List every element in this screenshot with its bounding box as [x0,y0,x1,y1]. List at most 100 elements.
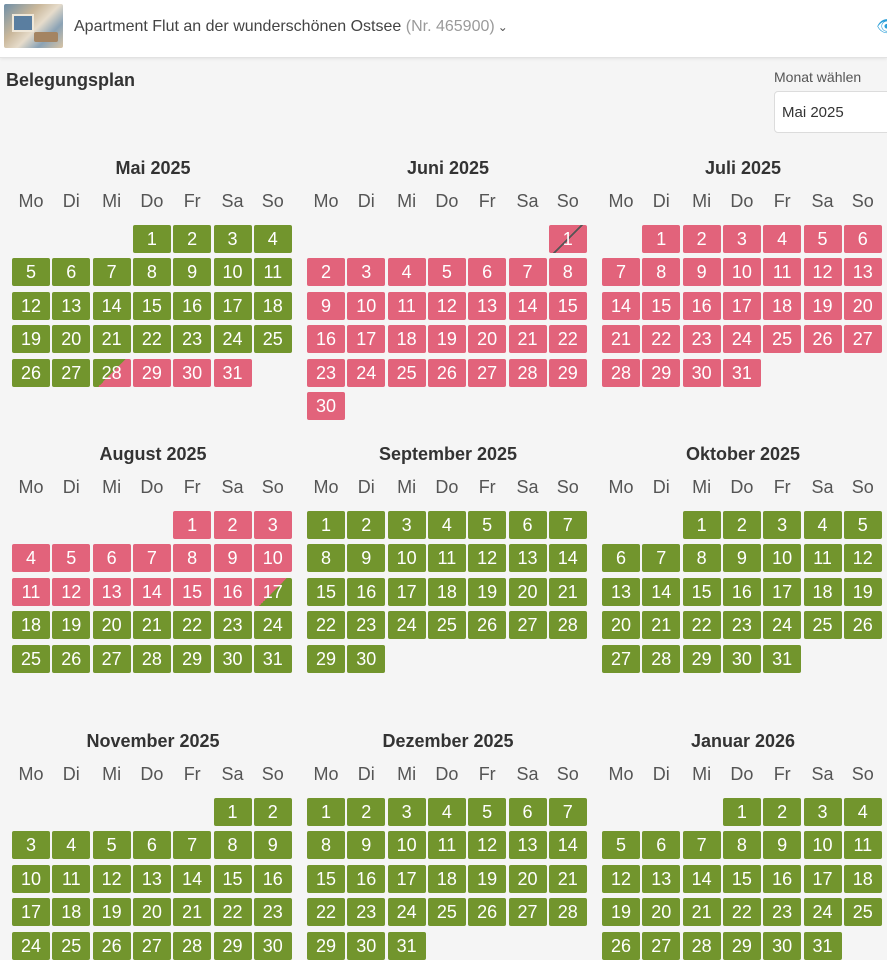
calendar-day[interactable]: 23 [682,325,721,354]
property-thumbnail[interactable] [4,4,63,48]
calendar-day[interactable]: 12 [468,831,507,860]
calendar-day[interactable]: 17 [763,577,802,606]
calendar-day[interactable]: 2 [213,511,252,539]
calendar-day[interactable]: 9 [347,831,386,860]
calendar-day[interactable]: 14 [602,291,640,320]
calendar-day[interactable]: 20 [468,325,507,354]
calendar-day[interactable]: 29 [173,644,212,673]
calendar-day[interactable]: 10 [722,258,761,287]
calendar-day[interactable]: 17 [722,291,761,320]
calendar-day[interactable]: 4 [52,831,91,860]
calendar-day[interactable]: 16 [173,291,212,320]
calendar-day[interactable]: 5 [92,831,131,860]
calendar-day[interactable]: 1 [307,511,345,539]
calendar-day[interactable]: 12 [427,291,466,320]
calendar-day[interactable]: 31 [253,644,292,673]
calendar-day[interactable]: 8 [682,544,721,573]
calendar-day[interactable]: 25 [427,611,466,640]
calendar-day[interactable]: 22 [173,611,212,640]
calendar-day[interactable]: 4 [12,544,50,573]
calendar-day[interactable]: 15 [307,864,345,893]
calendar-day[interactable]: 9 [347,544,386,573]
calendar-day[interactable]: 28 [548,611,587,640]
calendar-day[interactable]: 15 [682,577,721,606]
calendar-day[interactable]: 18 [763,291,802,320]
calendar-day[interactable]: 26 [602,931,640,960]
calendar-day[interactable]: 20 [508,577,547,606]
eye-icon[interactable]: 👁 [876,17,887,36]
calendar-day[interactable]: 28 [682,931,721,960]
calendar-day[interactable]: 8 [213,831,252,860]
calendar-day[interactable]: 27 [642,931,681,960]
calendar-day[interactable]: 16 [307,325,345,354]
calendar-day[interactable]: 18 [427,577,466,606]
calendar-day[interactable]: 16 [722,577,761,606]
calendar-day[interactable]: 16 [213,577,252,606]
calendar-day[interactable]: 21 [602,325,640,354]
calendar-day[interactable]: 9 [253,831,292,860]
calendar-day[interactable]: 9 [682,258,721,287]
calendar-day[interactable]: 5 [803,225,842,253]
calendar-day[interactable]: 28 [508,358,547,387]
calendar-day[interactable]: 3 [387,798,426,826]
month-select[interactable]: Mai 2025 [774,91,887,133]
calendar-day[interactable]: 2 [347,798,386,826]
calendar-day[interactable]: 5 [602,831,640,860]
calendar-day[interactable]: 31 [387,931,426,960]
calendar-day[interactable]: 22 [132,325,171,354]
calendar-day[interactable]: 8 [722,831,761,860]
calendar-day[interactable]: 9 [307,291,345,320]
calendar-day[interactable]: 10 [387,831,426,860]
calendar-day[interactable]: 1 [132,225,171,253]
calendar-day[interactable]: 17 [387,864,426,893]
calendar-day[interactable]: 6 [468,258,507,287]
calendar-day[interactable]: 23 [763,898,802,927]
calendar-day[interactable]: 11 [387,291,426,320]
calendar-day[interactable]: 6 [602,544,640,573]
calendar-day[interactable]: 4 [803,511,842,539]
calendar-day[interactable]: 14 [132,577,171,606]
calendar-day[interactable]: 24 [253,611,292,640]
calendar-day[interactable]: 22 [548,325,587,354]
calendar-day[interactable]: 22 [307,898,345,927]
calendar-day[interactable]: 7 [508,258,547,287]
calendar-day[interactable]: 15 [173,577,212,606]
calendar-day[interactable]: 10 [12,864,50,893]
calendar-day[interactable]: 25 [803,611,842,640]
calendar-day[interactable]: 28 [132,644,171,673]
calendar-day[interactable]: 1 [548,225,587,253]
calendar-day[interactable]: 24 [763,611,802,640]
calendar-day[interactable]: 30 [173,358,212,387]
property-selector[interactable]: Apartment Flut an der wunderschönen Osts… [74,18,508,36]
calendar-day[interactable]: 1 [682,511,721,539]
calendar-day[interactable]: 26 [468,611,507,640]
calendar-day[interactable]: 15 [642,291,681,320]
calendar-day[interactable]: 17 [12,898,50,927]
calendar-day[interactable]: 22 [307,611,345,640]
calendar-day[interactable]: 29 [307,931,345,960]
calendar-day[interactable]: 10 [803,831,842,860]
calendar-day[interactable]: 10 [213,258,252,287]
calendar-day[interactable]: 21 [548,577,587,606]
calendar-day[interactable]: 21 [132,611,171,640]
calendar-day[interactable]: 4 [253,225,292,253]
calendar-day[interactable]: 7 [173,831,212,860]
calendar-day[interactable]: 9 [173,258,212,287]
calendar-day[interactable]: 23 [213,611,252,640]
calendar-day[interactable]: 27 [843,325,882,354]
calendar-day[interactable]: 4 [843,798,882,826]
calendar-day[interactable]: 26 [803,325,842,354]
calendar-day[interactable]: 14 [508,291,547,320]
calendar-day[interactable]: 7 [602,258,640,287]
calendar-day[interactable]: 11 [12,577,50,606]
calendar-day[interactable]: 29 [642,358,681,387]
calendar-day[interactable]: 9 [763,831,802,860]
calendar-day[interactable]: 10 [253,544,292,573]
calendar-day[interactable]: 1 [642,225,681,253]
calendar-day[interactable]: 23 [347,898,386,927]
calendar-day[interactable]: 16 [253,864,292,893]
calendar-day[interactable]: 14 [548,831,587,860]
calendar-day[interactable]: 7 [682,831,721,860]
calendar-day[interactable]: 19 [92,898,131,927]
calendar-day[interactable]: 2 [173,225,212,253]
